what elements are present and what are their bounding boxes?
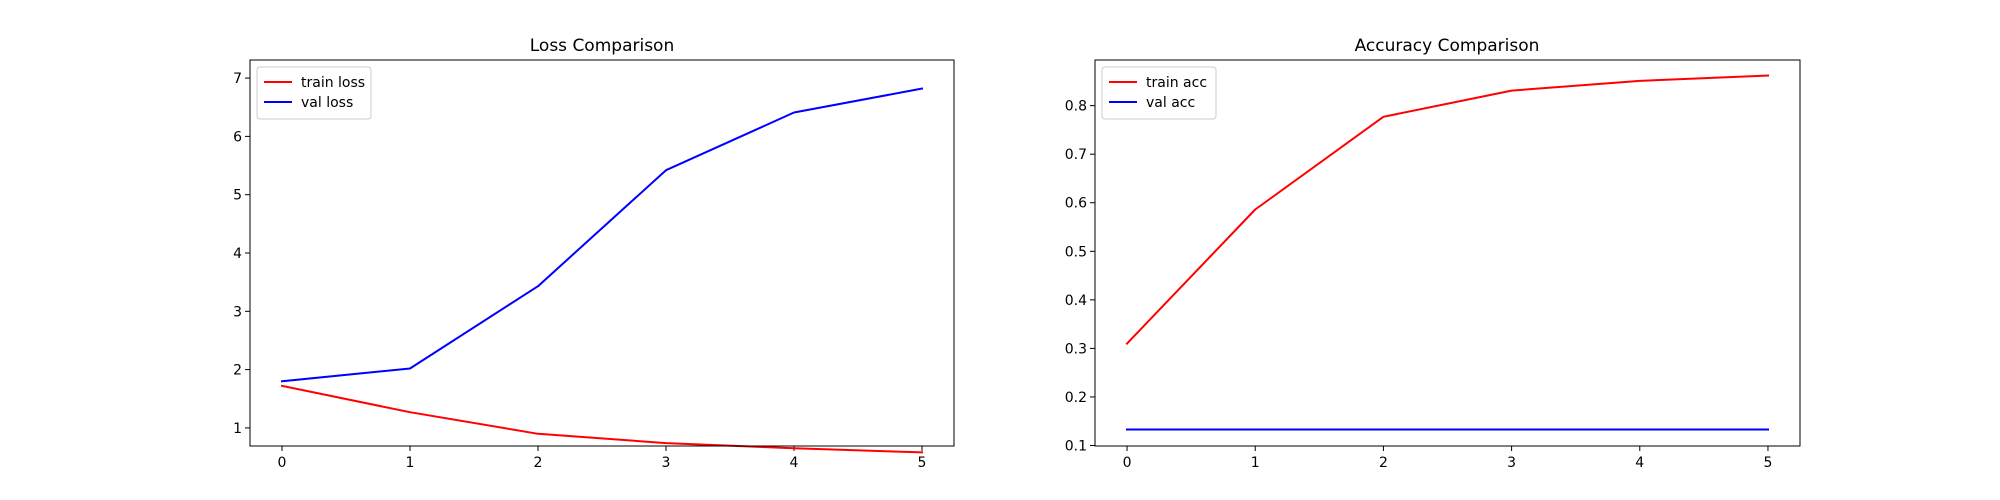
loss-chart: Loss Comparison 0 1 2 3 4 5 1 2 3 4 5 6 7 train loss…	[233, 36, 955, 471]
y-tick-label: 0.3	[1065, 341, 1087, 357]
y-tick-label: 0.4	[1065, 293, 1087, 309]
x-tick-label: 1	[406, 455, 415, 471]
x-tick-label: 5	[1763, 455, 1772, 471]
y-tick-label: 0.1	[1065, 439, 1087, 455]
legend-label: val loss	[301, 95, 353, 111]
y-tick-label: 7	[233, 71, 242, 87]
series-lines	[280, 87, 924, 454]
x-tick-label: 2	[534, 455, 543, 471]
legend: train acc val acc	[1101, 66, 1217, 120]
x-tick-label: 0	[278, 455, 287, 471]
plot-frame	[1094, 59, 1801, 447]
ticks: 0 1 2 3 4 5 0.1 0.2 0.3 0.4 0.5 0.6 0.7 0.8	[1065, 99, 1773, 471]
y-tick-label: 3	[233, 304, 242, 320]
y-tick-label: 0.5	[1065, 244, 1087, 260]
x-tick-label: 4	[1635, 455, 1644, 471]
series-line-train-acc	[1125, 74, 1770, 346]
y-tick-label: 0.7	[1065, 147, 1087, 163]
y-tick-label: 6	[233, 129, 242, 145]
y-tick-label: 0.6	[1065, 196, 1087, 212]
series-lines	[1125, 74, 1770, 431]
x-tick-label: 2	[1379, 455, 1388, 471]
legend: train loss val loss	[256, 66, 372, 120]
chart-title: Accuracy Comparison	[1355, 36, 1540, 56]
ticks: 0 1 2 3 4 5 1 2 3 4 5 6 7	[233, 71, 926, 471]
x-tick-label: 3	[662, 455, 671, 471]
y-tick-label: 2	[233, 363, 242, 379]
chart-title: Loss Comparison	[530, 36, 674, 56]
x-tick-label: 5	[918, 455, 927, 471]
y-tick-label: 4	[233, 246, 242, 262]
legend-label: val acc	[1146, 95, 1195, 111]
x-tick-label: 1	[1251, 455, 1260, 471]
series-line-val-loss	[280, 87, 924, 383]
legend-label: train loss	[301, 75, 365, 91]
x-tick-label: 4	[790, 455, 799, 471]
legend-label: train acc	[1146, 75, 1207, 91]
y-tick-label: 1	[233, 421, 242, 437]
x-tick-label: 0	[1123, 455, 1132, 471]
series-line-train-loss	[280, 384, 924, 454]
y-tick-label: 0.8	[1065, 99, 1087, 115]
legend-box	[256, 66, 372, 120]
accuracy-chart: Accuracy Comparison 0 1 2 3 4 5 0.1 0.2 0.3 0.4 0.…	[1065, 36, 1801, 471]
x-tick-label: 3	[1507, 455, 1516, 471]
y-tick-label: 5	[233, 188, 242, 204]
plot-frame	[249, 59, 955, 447]
y-tick-label: 0.2	[1065, 390, 1087, 406]
legend-box	[1101, 66, 1217, 120]
